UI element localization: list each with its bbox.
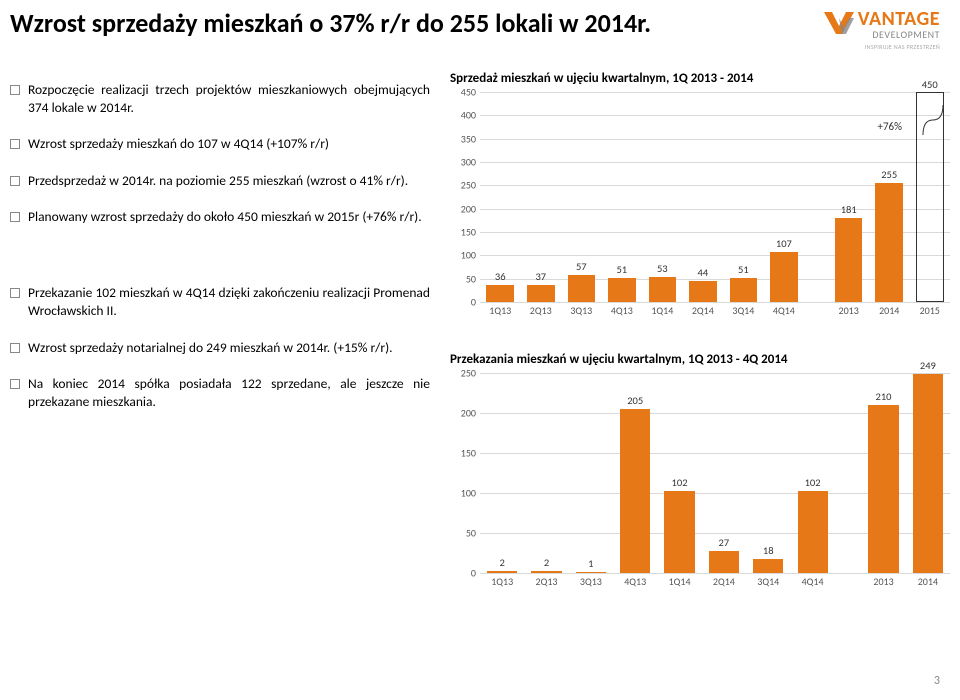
bar-value: 53 bbox=[657, 262, 668, 275]
y-tick: 150 bbox=[461, 447, 476, 460]
bar-value: 1 bbox=[588, 557, 593, 570]
logo: VANTAGE DEVELOPMENT INSPIRUJE NAS PRZEST… bbox=[824, 10, 940, 51]
bar-value: 2 bbox=[544, 556, 549, 569]
y-tick: 0 bbox=[471, 296, 476, 309]
bullet-column: Rozpoczęcie realizacji trzech projektów … bbox=[10, 71, 430, 623]
bar-value: 51 bbox=[616, 263, 627, 276]
bar-value: 107 bbox=[776, 237, 792, 250]
bar: 27 bbox=[709, 551, 739, 573]
bar: 2 bbox=[487, 571, 517, 573]
bar-value: 18 bbox=[763, 544, 774, 557]
x-label: 3Q13 bbox=[561, 304, 602, 322]
x-label: 2013 bbox=[828, 304, 869, 322]
bar: 18 bbox=[753, 559, 783, 573]
page-number: 3 bbox=[934, 674, 940, 688]
handover-chart: 05010015020025022120510227181022102491Q1… bbox=[450, 373, 950, 593]
x-label: 1Q14 bbox=[642, 304, 683, 322]
y-tick: 250 bbox=[461, 179, 476, 192]
bar: 255 bbox=[875, 183, 903, 302]
y-tick: 200 bbox=[461, 407, 476, 420]
y-tick: 150 bbox=[461, 225, 476, 238]
x-label: 2015 bbox=[909, 304, 950, 322]
x-label: 2Q13 bbox=[524, 575, 568, 593]
bar: 37 bbox=[527, 285, 555, 302]
x-label: 4Q13 bbox=[613, 575, 657, 593]
y-tick: 450 bbox=[461, 86, 476, 99]
bar-value: 102 bbox=[805, 476, 821, 489]
x-label: 2Q14 bbox=[683, 304, 724, 322]
bar-value: 102 bbox=[672, 476, 688, 489]
bar: 36 bbox=[486, 285, 514, 302]
bar: 2 bbox=[531, 571, 561, 573]
y-tick: 100 bbox=[461, 249, 476, 262]
bar-value: 210 bbox=[876, 390, 892, 403]
x-label: 3Q14 bbox=[723, 304, 764, 322]
x-label: 1Q13 bbox=[480, 304, 521, 322]
y-tick: 400 bbox=[461, 109, 476, 122]
bar-value: 27 bbox=[719, 536, 730, 549]
bar: 210 bbox=[868, 405, 898, 573]
x-label: 4Q14 bbox=[790, 575, 834, 593]
x-label: 2014 bbox=[906, 575, 950, 593]
bullet-item: Przedsprzedaż w 2014r. na poziomie 255 m… bbox=[10, 172, 430, 190]
bar: 44 bbox=[689, 281, 717, 302]
x-label: 4Q14 bbox=[764, 304, 805, 322]
y-tick: 0 bbox=[471, 567, 476, 580]
page-title: Wzrost sprzedaży mieszkań o 37% r/r do 2… bbox=[10, 8, 651, 39]
bullet-item: Rozpoczęcie realizacji trzech projektów … bbox=[10, 81, 430, 117]
x-label: 3Q14 bbox=[746, 575, 790, 593]
y-tick: 250 bbox=[461, 367, 476, 380]
y-tick: 50 bbox=[466, 527, 476, 540]
y-tick: 50 bbox=[466, 272, 476, 285]
x-label: 2Q13 bbox=[521, 304, 562, 322]
growth-annotation: +76% bbox=[878, 120, 903, 133]
bullet-item: Wzrost sprzedaży mieszkań do 107 w 4Q14 … bbox=[10, 135, 430, 153]
x-label: 2Q14 bbox=[702, 575, 746, 593]
y-tick: 200 bbox=[461, 202, 476, 215]
bar: 102 bbox=[664, 491, 694, 573]
bar-value: 249 bbox=[920, 359, 936, 372]
y-tick: 100 bbox=[461, 487, 476, 500]
bar: 181 bbox=[835, 218, 863, 302]
sales-chart: 0501001502002503003504004503637575153445… bbox=[450, 92, 950, 322]
x-label: 4Q13 bbox=[602, 304, 643, 322]
bullet-item: Wzrost sprzedaży notarialnej do 249 mies… bbox=[10, 339, 430, 357]
chart1-title: Sprzedaż mieszkań w ujęciu kwartalnym, 1… bbox=[450, 71, 950, 86]
bar-value: 2 bbox=[499, 556, 504, 569]
bullet-item: Przekazanie 102 mieszkań w 4Q14 dzięki z… bbox=[10, 284, 430, 320]
bar: 1 bbox=[576, 572, 606, 573]
logo-icon bbox=[824, 12, 854, 39]
logo-tagline: INSPIRUJE NAS PRZESTRZEŃ bbox=[824, 43, 940, 51]
bullet-item: Planowany wzrost sprzedaży do około 450 … bbox=[10, 208, 430, 226]
bullet-item: Na koniec 2014 spółka posiadała 122 sprz… bbox=[10, 375, 430, 411]
bar-value: 57 bbox=[576, 260, 587, 273]
bar: 51 bbox=[730, 278, 758, 302]
x-label bbox=[835, 575, 862, 593]
bar-value: 181 bbox=[841, 203, 857, 216]
x-label: 2013 bbox=[861, 575, 905, 593]
x-label: 3Q13 bbox=[569, 575, 613, 593]
bar-value: 36 bbox=[495, 270, 506, 283]
x-label: 2014 bbox=[869, 304, 910, 322]
x-label: 1Q14 bbox=[657, 575, 701, 593]
bar: 51 bbox=[608, 278, 636, 302]
x-label: 1Q13 bbox=[480, 575, 524, 593]
chart2-title: Przekazania mieszkań w ujęciu kwartalnym… bbox=[450, 352, 950, 367]
bar: 53 bbox=[649, 277, 677, 302]
bar: 205 bbox=[620, 409, 650, 573]
bar-value: 37 bbox=[535, 270, 546, 283]
bar-value: 51 bbox=[738, 263, 749, 276]
bar: 102 bbox=[798, 491, 828, 573]
bar: 107 bbox=[770, 252, 798, 302]
x-label bbox=[804, 304, 828, 322]
y-tick: 300 bbox=[461, 155, 476, 168]
bar-value: 205 bbox=[627, 394, 643, 407]
bar-value: 255 bbox=[881, 168, 897, 181]
y-tick: 350 bbox=[461, 132, 476, 145]
bar: 57 bbox=[568, 275, 596, 302]
bar-value: 44 bbox=[698, 266, 709, 279]
bar: 249 bbox=[913, 374, 943, 573]
bar-value: 450 bbox=[922, 78, 938, 91]
logo-brand: VANTAGE bbox=[858, 10, 940, 28]
